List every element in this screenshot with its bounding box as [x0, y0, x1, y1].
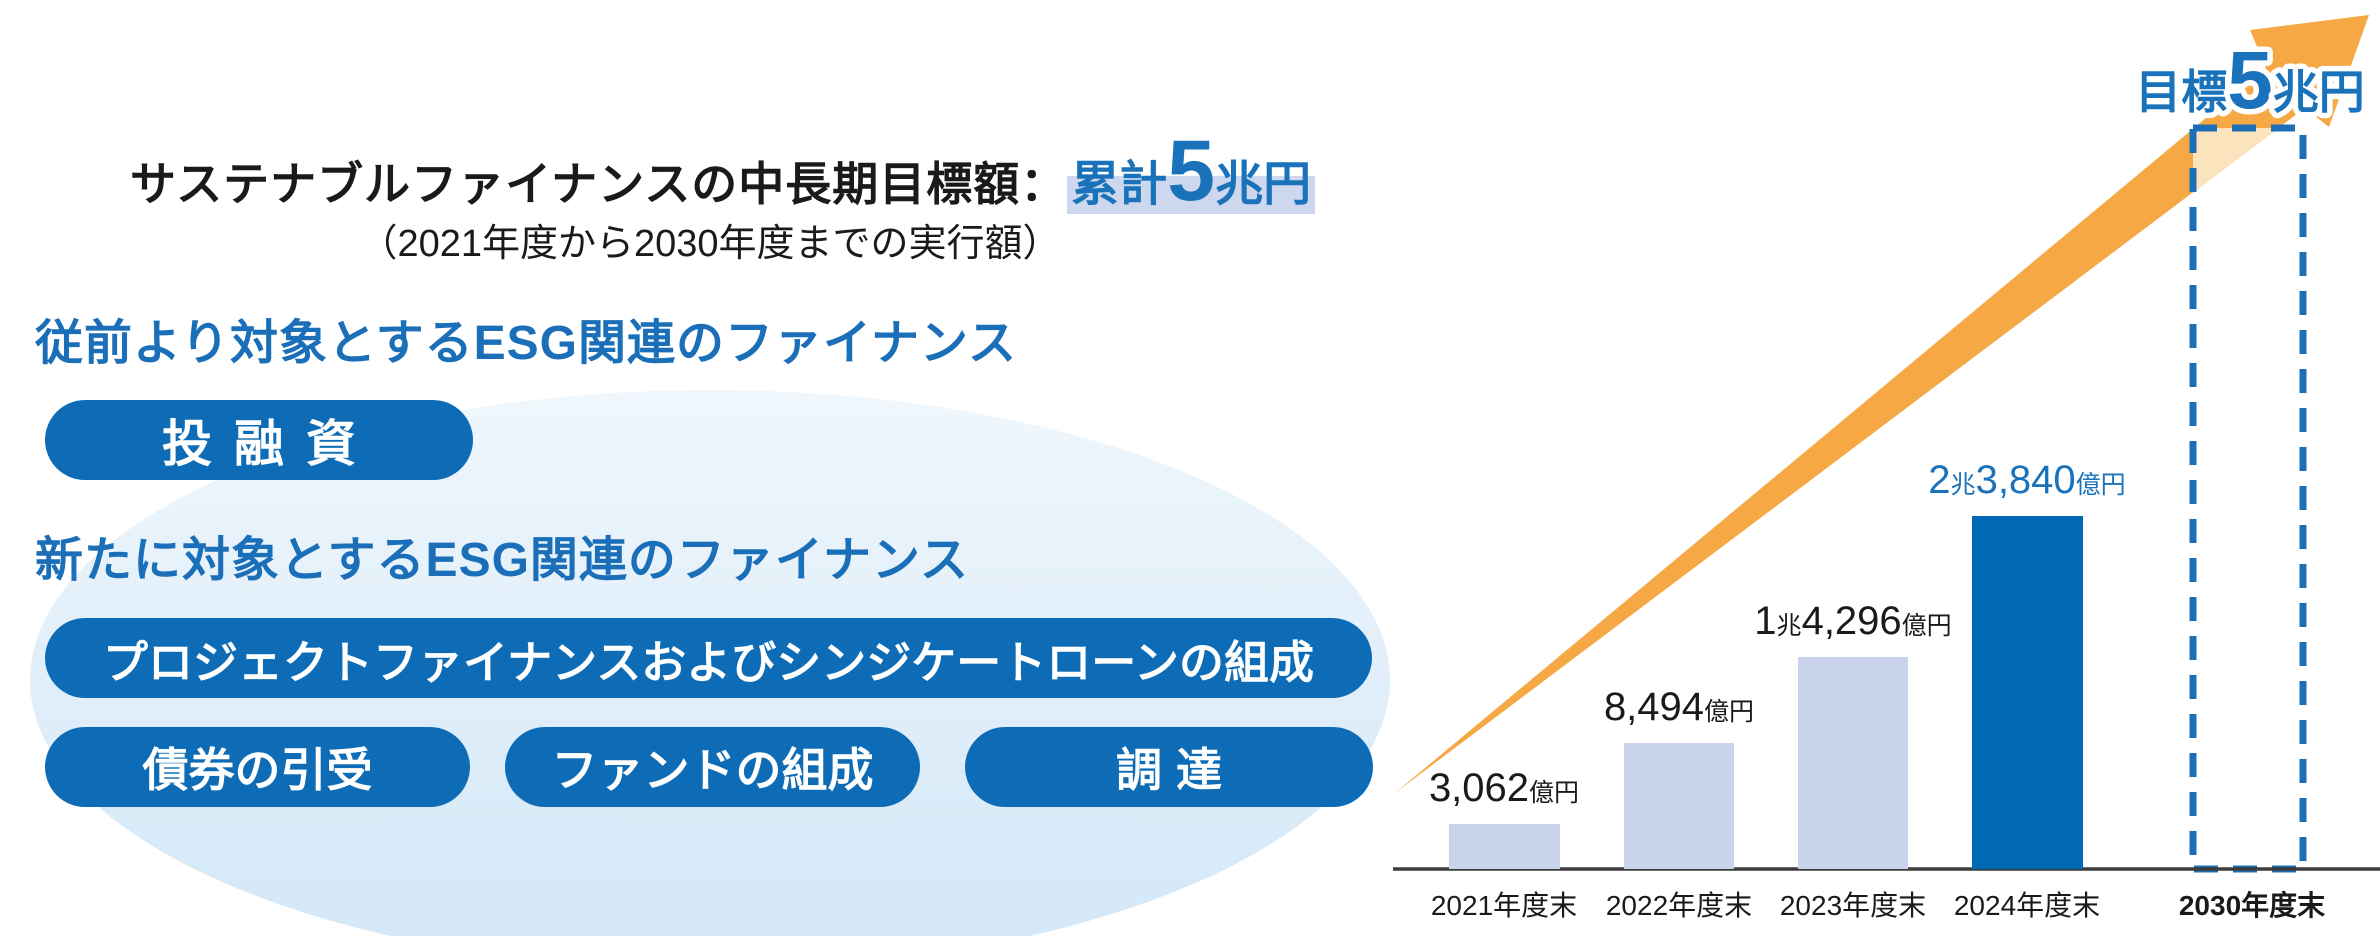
- bar-chart: 目標5兆円 3,062 億円 8,494 億円 1 兆 4,296 億円 2 兆 3,840 億…: [1390, 0, 2380, 936]
- bar-value-label-2023: 1 兆 4,296 億円: [1754, 599, 1952, 643]
- section-heading-new-esg: 新たに対象とするESG関連のファイナンス: [35, 534, 970, 587]
- section-heading-existing-esg: 従前より対象とするESG関連のファイナンス: [35, 317, 1018, 370]
- page-title: サステナブルファイナンスの中長期目標額： 累計5兆円: [130, 128, 1316, 214]
- x-axis-label-2024: 2024年度末: [1953, 890, 2101, 921]
- title-goal-amount: 累計5兆円: [1067, 128, 1316, 214]
- goal-prefix: 累計: [1071, 158, 1168, 211]
- bar-2022: [1624, 743, 1734, 869]
- chart-svg: 目標5兆円: [1393, 15, 2380, 873]
- pill-project-finance-syndicated-loan: プロジェクトファイナンスおよびシンジケートローンの組成: [45, 618, 1372, 698]
- bar-value-label-2024: 2 兆 3,840 億円: [1928, 458, 2126, 502]
- x-axis-label-2030: 2030年度末: [2178, 890, 2326, 921]
- pill-investment-loan: 投融資: [45, 400, 473, 480]
- pill-fund-formation: ファンドの組成: [505, 727, 920, 807]
- pill-bond-underwriting: 債券の引受: [45, 727, 470, 807]
- x-axis-label-2023: 2023年度末: [1779, 890, 1927, 921]
- goal-number: 5: [1167, 123, 1216, 219]
- pill-procurement: 調達: [965, 727, 1373, 807]
- goal-annotation: 目標5兆円: [2135, 35, 2365, 126]
- title-text: サステナブルファイナンスの中長期目標額：: [130, 158, 1068, 210]
- x-axis-label-2021: 2021年度末: [1430, 890, 1578, 921]
- goal-unit: 兆円: [1215, 158, 1312, 211]
- bar-value-label-2022: 8,494 億円: [1603, 685, 1755, 729]
- growth-arrow-icon: [1395, 15, 2369, 793]
- x-axis-label-2022: 2022年度末: [1605, 890, 1753, 921]
- target-dashed-box: [2189, 124, 2307, 873]
- bar-value-label-2021: 3,062 億円: [1428, 766, 1580, 810]
- bar-2024: [1972, 516, 2083, 869]
- subtitle: （2021年度から2030年度までの実行額）: [359, 223, 1061, 265]
- bar-2021: [1449, 824, 1560, 869]
- growth-arrow-pale-segment: [2193, 128, 2279, 193]
- bar-2023: [1798, 657, 1908, 869]
